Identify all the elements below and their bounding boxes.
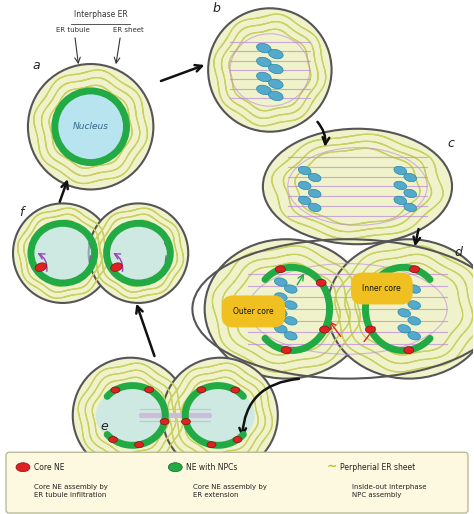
Text: ER extension: ER extension (193, 492, 239, 498)
Ellipse shape (275, 266, 285, 273)
Ellipse shape (408, 317, 420, 325)
Ellipse shape (298, 196, 311, 205)
Ellipse shape (410, 266, 419, 273)
Ellipse shape (398, 278, 410, 286)
Ellipse shape (256, 72, 271, 82)
Ellipse shape (13, 204, 112, 303)
Text: c: c (447, 137, 454, 150)
Text: Core NE assembly by: Core NE assembly by (193, 484, 267, 490)
Ellipse shape (274, 325, 287, 333)
Ellipse shape (284, 301, 297, 309)
Ellipse shape (35, 263, 46, 271)
Ellipse shape (256, 85, 271, 95)
Ellipse shape (365, 326, 375, 333)
Ellipse shape (207, 442, 216, 448)
Text: NPC assembly: NPC assembly (353, 492, 402, 498)
Text: ER tubule infiltration: ER tubule infiltration (34, 492, 106, 498)
Text: e: e (100, 420, 109, 433)
Ellipse shape (404, 173, 417, 182)
Ellipse shape (208, 8, 332, 132)
Ellipse shape (274, 309, 287, 317)
Text: ER sheet: ER sheet (113, 27, 144, 33)
Ellipse shape (233, 436, 242, 443)
Ellipse shape (16, 463, 30, 472)
Ellipse shape (327, 239, 474, 379)
Ellipse shape (268, 91, 283, 101)
Text: ER tubule: ER tubule (56, 27, 90, 33)
Ellipse shape (73, 358, 188, 473)
Text: Inner core: Inner core (363, 284, 401, 293)
Ellipse shape (274, 293, 287, 301)
Text: NE with NPCs: NE with NPCs (186, 463, 237, 472)
Ellipse shape (316, 279, 326, 286)
Text: Perpherial ER sheet: Perpherial ER sheet (339, 463, 415, 472)
Ellipse shape (89, 204, 188, 303)
Ellipse shape (408, 301, 420, 309)
Ellipse shape (107, 223, 170, 283)
Text: d: d (454, 246, 462, 259)
Ellipse shape (284, 285, 297, 293)
Ellipse shape (394, 167, 407, 175)
Ellipse shape (185, 388, 255, 443)
Ellipse shape (284, 317, 297, 325)
Ellipse shape (205, 239, 368, 379)
Ellipse shape (162, 358, 278, 473)
Ellipse shape (308, 189, 321, 198)
Ellipse shape (268, 64, 283, 74)
Text: b: b (212, 2, 220, 15)
Ellipse shape (55, 91, 127, 162)
Ellipse shape (182, 418, 191, 425)
Ellipse shape (168, 463, 182, 472)
Ellipse shape (398, 293, 410, 301)
Ellipse shape (394, 196, 407, 205)
Text: Core NE assembly by: Core NE assembly by (34, 484, 108, 490)
Text: Outer core: Outer core (233, 307, 273, 316)
Ellipse shape (268, 79, 283, 89)
Ellipse shape (96, 388, 165, 443)
Ellipse shape (109, 436, 118, 443)
Text: ∼: ∼ (327, 460, 337, 473)
Ellipse shape (398, 325, 410, 333)
Ellipse shape (404, 203, 417, 212)
Ellipse shape (408, 332, 420, 340)
Ellipse shape (160, 418, 169, 425)
Text: Nucleus: Nucleus (73, 122, 109, 131)
Text: Inside-out interphase: Inside-out interphase (353, 484, 427, 490)
Ellipse shape (404, 346, 414, 354)
Text: a: a (33, 59, 41, 72)
Ellipse shape (284, 332, 297, 340)
Ellipse shape (111, 387, 120, 393)
Ellipse shape (398, 309, 410, 317)
Ellipse shape (308, 173, 321, 182)
Text: Interphase ER: Interphase ER (74, 10, 128, 19)
Ellipse shape (369, 279, 379, 286)
Ellipse shape (274, 278, 287, 286)
Ellipse shape (28, 64, 154, 190)
Text: f: f (19, 206, 23, 219)
Ellipse shape (145, 387, 154, 393)
Ellipse shape (111, 263, 122, 271)
Ellipse shape (408, 285, 420, 293)
Ellipse shape (319, 326, 329, 333)
Ellipse shape (281, 346, 291, 354)
Ellipse shape (298, 181, 311, 190)
Ellipse shape (231, 387, 240, 393)
Ellipse shape (256, 43, 271, 53)
Ellipse shape (404, 189, 417, 198)
Ellipse shape (31, 223, 95, 283)
Ellipse shape (308, 203, 321, 212)
Ellipse shape (197, 387, 206, 393)
Ellipse shape (394, 181, 407, 190)
FancyBboxPatch shape (6, 452, 468, 513)
Ellipse shape (135, 442, 144, 448)
Ellipse shape (263, 128, 452, 244)
Ellipse shape (268, 49, 283, 59)
Text: Core NE: Core NE (34, 463, 64, 472)
Ellipse shape (256, 57, 271, 67)
Ellipse shape (298, 167, 311, 175)
